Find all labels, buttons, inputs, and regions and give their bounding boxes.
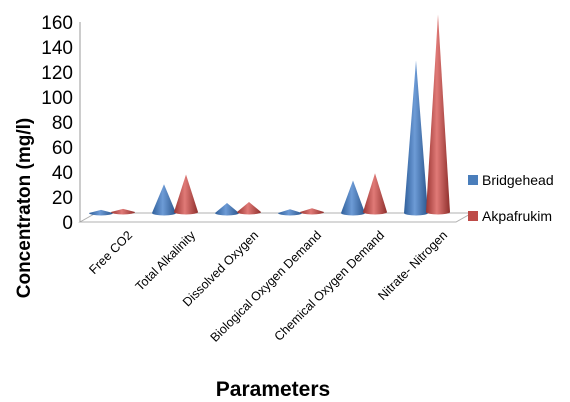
cone-akpafrukim xyxy=(111,208,135,215)
cone-bridgehead xyxy=(215,203,239,216)
category-label: Nitrate- Nitrogen xyxy=(375,228,450,303)
cone-akpafrukim xyxy=(363,173,387,215)
category-label: Chemical Oxygen Demand xyxy=(272,228,388,344)
y-tick-label: 20 xyxy=(52,188,73,209)
legend-swatch xyxy=(468,211,478,221)
cone-bridgehead xyxy=(152,184,176,216)
cone-bridgehead xyxy=(278,209,302,216)
y-tick-label: 100 xyxy=(41,88,73,109)
y-tick-label: 120 xyxy=(41,63,73,84)
cones xyxy=(89,14,450,216)
x-axis-title: Parameters xyxy=(216,378,330,401)
y-tick-label: 40 xyxy=(52,163,73,184)
cone-bridgehead xyxy=(89,209,113,216)
y-tick-label: 60 xyxy=(52,138,73,159)
y-axis-title: Concentraton (mg/l) xyxy=(14,118,35,299)
category-label: Total Alkalinity xyxy=(133,228,199,294)
y-tick-label: 0 xyxy=(62,213,73,234)
category-label: Biological Oxygen Demand xyxy=(208,228,325,345)
cone-bridgehead xyxy=(404,60,428,216)
legend-label: Akpafrukim xyxy=(482,208,552,224)
legend-label: Bridgehead xyxy=(482,172,554,188)
cone-akpafrukim xyxy=(237,202,261,215)
y-tick-label: 160 xyxy=(41,13,73,34)
cone-akpafrukim xyxy=(174,174,198,215)
cone-akpafrukim xyxy=(300,208,324,215)
legend-swatch xyxy=(468,175,478,185)
y-tick-labels: 0 20 40 60 80 100 120 140 160 xyxy=(41,13,73,234)
cone-bridgehead xyxy=(341,180,365,216)
legend: Bridgehead Akpafrukim xyxy=(468,172,554,224)
cone-akpafrukim xyxy=(426,14,450,215)
y-tick-label: 80 xyxy=(52,113,73,134)
category-label: Free CO2 xyxy=(86,228,135,277)
y-tick-label: 140 xyxy=(41,38,73,59)
